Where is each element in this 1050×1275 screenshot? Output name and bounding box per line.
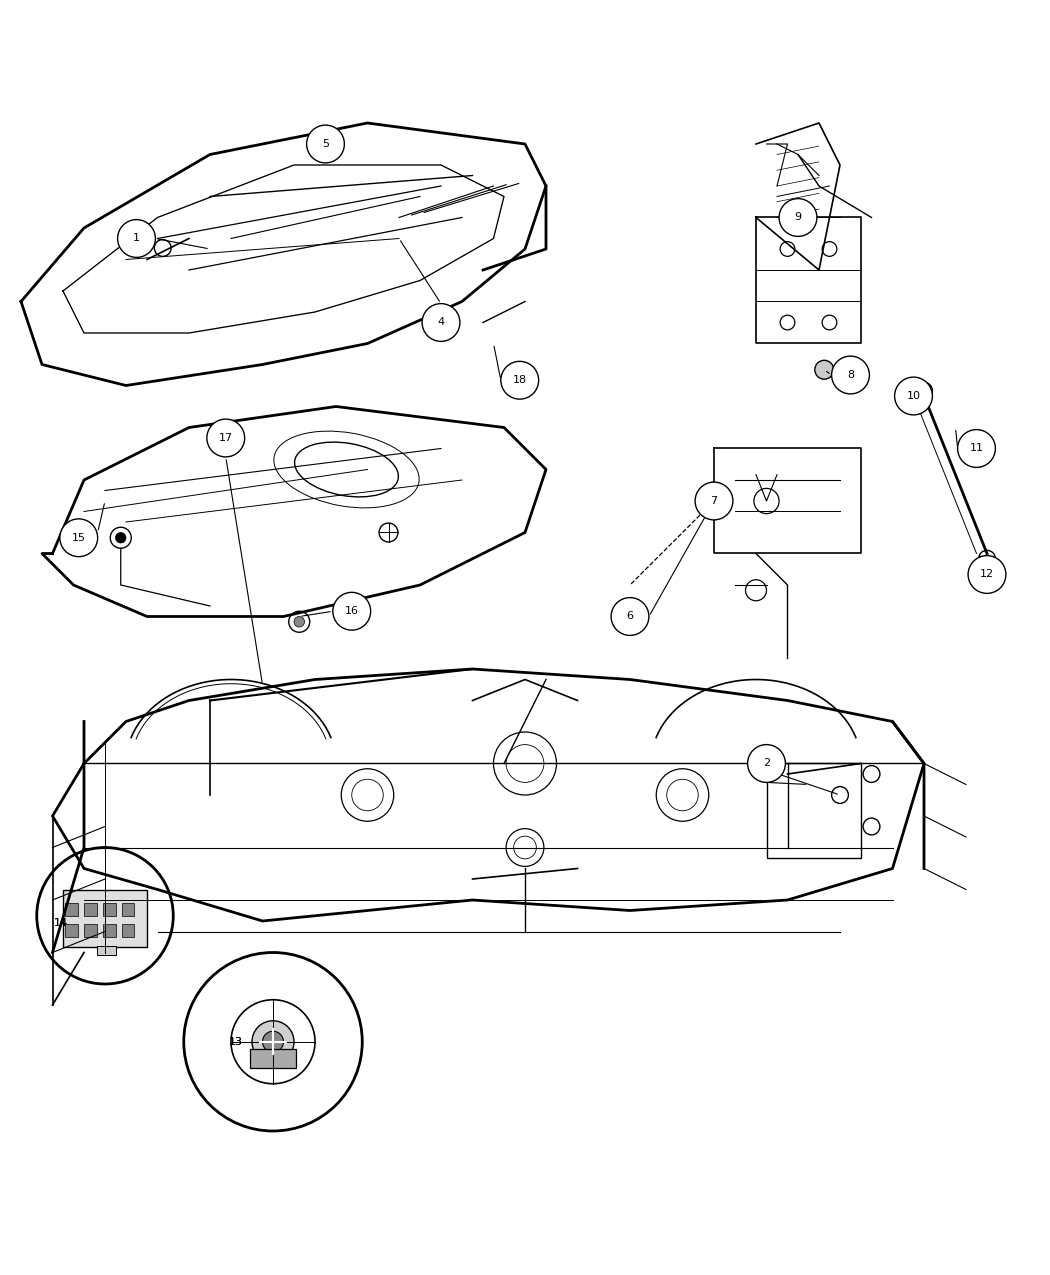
- Text: 14: 14: [54, 918, 68, 928]
- Circle shape: [748, 745, 785, 783]
- Circle shape: [815, 361, 834, 379]
- Circle shape: [333, 593, 371, 630]
- Text: 9: 9: [795, 213, 801, 223]
- Circle shape: [60, 519, 98, 557]
- Circle shape: [895, 377, 932, 414]
- Text: 16: 16: [344, 606, 359, 616]
- Text: 14: 14: [54, 918, 68, 928]
- Circle shape: [207, 419, 245, 456]
- FancyBboxPatch shape: [250, 1049, 296, 1068]
- Text: 4: 4: [438, 317, 444, 328]
- Circle shape: [262, 1031, 284, 1052]
- Text: 5: 5: [322, 139, 329, 149]
- Circle shape: [294, 617, 304, 627]
- Circle shape: [832, 356, 869, 394]
- FancyBboxPatch shape: [103, 924, 116, 937]
- Circle shape: [695, 482, 733, 520]
- Circle shape: [422, 303, 460, 342]
- FancyBboxPatch shape: [122, 924, 134, 937]
- FancyBboxPatch shape: [84, 924, 97, 937]
- Circle shape: [611, 598, 649, 635]
- FancyBboxPatch shape: [63, 890, 147, 947]
- Text: 7: 7: [711, 496, 717, 506]
- FancyBboxPatch shape: [65, 924, 78, 937]
- FancyBboxPatch shape: [84, 903, 97, 915]
- Text: 11: 11: [969, 444, 984, 454]
- Circle shape: [307, 125, 344, 163]
- Circle shape: [501, 361, 539, 399]
- Circle shape: [958, 430, 995, 468]
- Circle shape: [116, 533, 126, 543]
- Circle shape: [968, 556, 1006, 593]
- FancyBboxPatch shape: [122, 903, 134, 915]
- Text: 2: 2: [763, 759, 770, 769]
- Text: 1: 1: [133, 233, 140, 244]
- Circle shape: [118, 219, 155, 258]
- FancyBboxPatch shape: [65, 903, 78, 915]
- Text: 18: 18: [512, 375, 527, 385]
- Text: 6: 6: [627, 612, 633, 621]
- Text: 10: 10: [906, 391, 921, 402]
- Text: 8: 8: [847, 370, 854, 380]
- Text: 12: 12: [980, 570, 994, 580]
- FancyBboxPatch shape: [97, 946, 116, 955]
- Text: 15: 15: [71, 533, 86, 543]
- Circle shape: [779, 199, 817, 236]
- Text: 13: 13: [229, 1037, 244, 1047]
- FancyBboxPatch shape: [103, 903, 116, 915]
- Text: 17: 17: [218, 434, 233, 442]
- Text: 13: 13: [229, 1037, 244, 1047]
- Circle shape: [252, 1021, 294, 1063]
